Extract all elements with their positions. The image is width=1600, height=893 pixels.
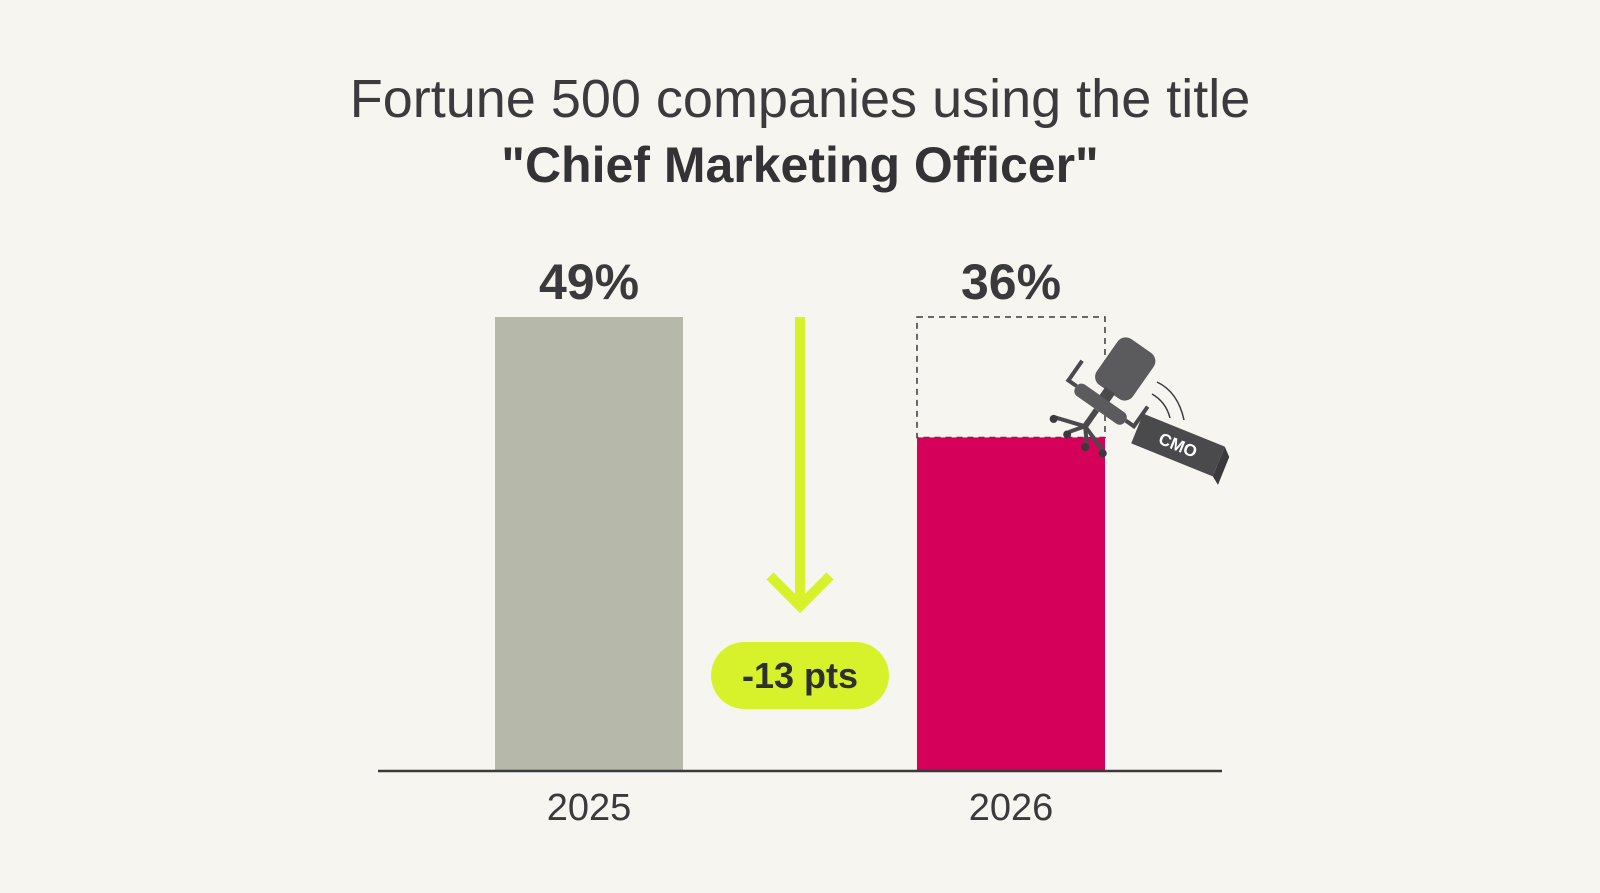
motion-lines [1151, 381, 1185, 421]
delta-label: -13 pts [742, 655, 858, 696]
delta-pill [711, 642, 889, 709]
title-line-1: Fortune 500 companies using the title [349, 69, 1251, 129]
value-label-2025: 49% [539, 254, 639, 310]
delta-badge: -13 pts [711, 642, 889, 709]
previous-level-outline [916, 316, 1106, 439]
cmo-nameplate-icon: CMO [1131, 413, 1230, 485]
down-arrow-icon [766, 317, 834, 614]
tick-label-2025: 2025 [547, 787, 632, 829]
office-chair-icon [1049, 337, 1156, 458]
tick-label-2026: 2026 [969, 787, 1054, 829]
bar-2026 [917, 437, 1105, 771]
chart-title: Fortune 500 companies using the title "C… [0, 66, 1600, 198]
value-label-2026: 36% [961, 254, 1061, 310]
title-line-2: "Chief Marketing Officer" [501, 137, 1099, 193]
bar-2025 [495, 317, 683, 771]
